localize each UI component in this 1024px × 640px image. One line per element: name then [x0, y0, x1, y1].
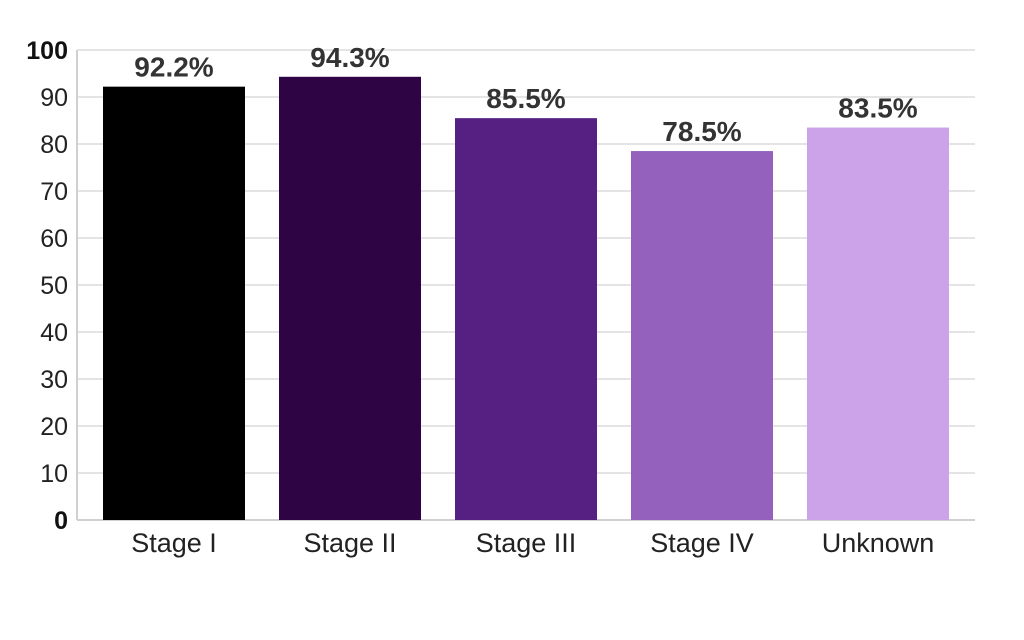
- y-tick-label: 60: [40, 225, 68, 253]
- x-tick-label: Unknown: [822, 528, 935, 558]
- x-tick-label: Stage II: [303, 528, 396, 558]
- y-tick-label: 40: [40, 319, 68, 347]
- data-label: 78.5%: [662, 116, 741, 147]
- y-tick-label: 80: [40, 131, 68, 159]
- y-tick-label: 100: [26, 37, 68, 65]
- y-tick-label: 50: [40, 272, 68, 300]
- y-tick-label: 90: [40, 84, 68, 112]
- bar-stage-ii[interactable]: [279, 76, 421, 520]
- y-tick-label: 70: [40, 178, 68, 206]
- bars: [103, 76, 949, 521]
- bar-stage-i[interactable]: [103, 86, 245, 520]
- y-tick-label: 10: [40, 460, 68, 488]
- x-tick-label: Stage IV: [650, 528, 754, 558]
- x-tick-label: Stage III: [476, 528, 577, 558]
- x-tick-label: Stage I: [131, 528, 217, 558]
- y-tick-label: 20: [40, 413, 68, 441]
- bar-stage-iii[interactable]: [455, 118, 597, 521]
- y-tick-label: 0: [54, 507, 68, 535]
- bar-unknown[interactable]: [807, 127, 949, 521]
- data-label: 83.5%: [838, 93, 917, 124]
- y-tick-label: 30: [40, 366, 68, 394]
- data-label: 94.3%: [310, 42, 389, 73]
- labels: 0 10 20 30 40 50 60 70 80 90 100 92.2% Stage I 94.3% S…: [26, 37, 934, 558]
- bar-stage-iv[interactable]: [631, 151, 773, 521]
- data-label: 92.2%: [134, 52, 213, 83]
- data-label: 85.5%: [486, 83, 565, 114]
